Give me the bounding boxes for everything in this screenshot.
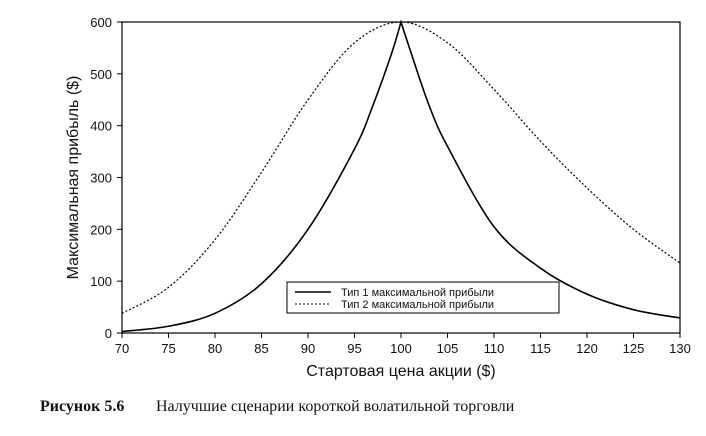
x-tick-label: 110 (484, 341, 505, 356)
y-tick-label: 500 (90, 67, 112, 82)
chart: 70 75 80 85 90 95 100 105 110 115 120 125 130 0 100 20… (65, 15, 691, 380)
series-line-type-2 (121, 21, 681, 314)
x-axis-title: Стартовая цена акции ($) (306, 363, 496, 380)
y-tick-label: 200 (90, 222, 112, 237)
figure-caption-text: Налучшие сценарии короткой волатильной т… (156, 398, 515, 415)
x-tick-labels: 70 75 80 85 90 95 100 105 110 115 120 125 130 (115, 333, 691, 356)
x-tick-label: 130 (669, 341, 691, 356)
x-tick-label: 125 (623, 341, 645, 356)
x-tick-label: 90 (301, 341, 315, 356)
y-tick-labels: 0 100 200 300 400 500 600 (90, 15, 122, 341)
x-tick-label: 100 (390, 341, 412, 356)
y-tick-label: 600 (90, 15, 112, 30)
y-tick-label: 0 (105, 326, 112, 341)
x-tick-label: 80 (208, 341, 222, 356)
y-tick-label: 100 (90, 274, 112, 289)
legend-label-type-2: Тип 2 максимальной прибыли (341, 299, 494, 311)
y-tick-label: 300 (90, 171, 112, 186)
figure-caption: Рисунок 5.6 Налучшие сценарии короткой во… (40, 398, 514, 416)
figure-label: Рисунок 5.6 (40, 398, 125, 415)
legend-box (286, 281, 560, 314)
x-tick-label: 95 (347, 341, 361, 356)
legend-label-type-1: Тип 1 максимальной прибыли (341, 287, 494, 299)
x-tick-label: 120 (576, 341, 598, 356)
x-tick-label: 75 (161, 341, 175, 356)
x-tick-label: 85 (254, 341, 268, 356)
x-tick-label: 105 (437, 341, 459, 356)
x-tick-label: 115 (530, 341, 551, 356)
y-axis-title: Максимальная прибыль ($) (65, 76, 82, 280)
x-tick-label: 70 (115, 341, 129, 356)
y-tick-label: 400 (90, 119, 112, 134)
